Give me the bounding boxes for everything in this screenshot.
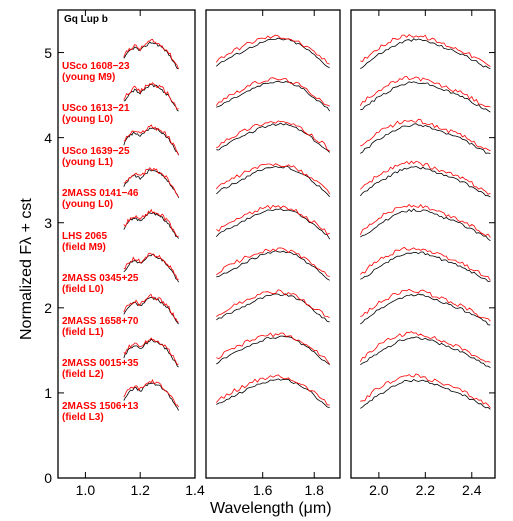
x-tick-label: 2.2 — [416, 482, 435, 498]
spectrum-label: USco 1639−25(young L1) — [62, 146, 130, 168]
x-tick-label: 1.6 — [253, 482, 272, 498]
y-tick-label: 0 — [32, 470, 52, 486]
x-tick-label: 2.4 — [462, 482, 481, 498]
y-tick-label: 4 — [32, 130, 52, 146]
spectrum-label: 2MASS 0015+35(field L2) — [62, 358, 138, 380]
x-tick-label: 1.0 — [76, 482, 95, 498]
y-tick-label: 5 — [32, 45, 52, 61]
y-tick-label: 2 — [32, 300, 52, 316]
x-tick-label: 1.4 — [185, 482, 204, 498]
spectrum-label: 2MASS 0345+25(field L0) — [62, 273, 138, 295]
spectrum-label: 2MASS 1506+13(field L3) — [62, 401, 138, 423]
spectrum-label: 2MASS 0141−46(young L0) — [62, 188, 138, 210]
spectrum-label: LHS 2065(field M9) — [62, 231, 107, 253]
x-tick-label: 2.0 — [369, 482, 388, 498]
x-tick-label: 1.8 — [304, 482, 323, 498]
y-tick-label: 1 — [32, 385, 52, 401]
spectra-figure: Normalized Fλ + cst Wavelength (μm) Gq L… — [0, 0, 513, 521]
spectrum-label: 2MASS 1658+70(field L1) — [62, 316, 138, 338]
spectrum-label: USco 1608−23(young M9) — [62, 61, 130, 83]
plot-title: Gq Lup b — [64, 14, 108, 25]
spectrum-label: USco 1613−21(young L0) — [62, 103, 130, 125]
y-tick-label: 3 — [32, 215, 52, 231]
x-tick-label: 1.2 — [130, 482, 149, 498]
